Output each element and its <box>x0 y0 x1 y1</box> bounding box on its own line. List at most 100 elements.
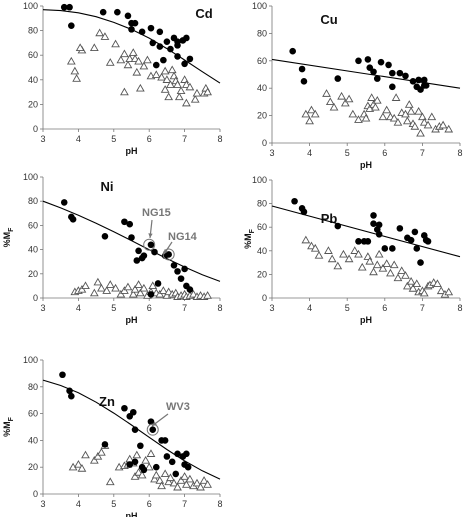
data-point-triangle <box>340 98 350 107</box>
data-point-triangle <box>102 286 112 294</box>
chart-panel-cu: 0 20 40 60 80 100 3 4 5 6 7 8 pH Cu <box>252 1 463 170</box>
data-point-triangle <box>423 120 433 129</box>
data-point-triangle <box>72 74 82 82</box>
data-point-triangle <box>120 286 129 294</box>
data-point-circle <box>355 238 362 245</box>
data-point-triangle <box>176 476 186 484</box>
data-point-triangle <box>66 56 76 65</box>
data-point-circle <box>375 221 383 229</box>
data-point-triangle <box>105 280 115 288</box>
y-tick-label: 60 <box>28 50 38 60</box>
data-point-triangle <box>329 102 339 111</box>
data-point-triangle <box>404 100 414 108</box>
data-point-circle <box>375 230 383 238</box>
trend-line <box>42 200 221 282</box>
data-point-triangle <box>192 88 202 97</box>
trend-line <box>271 58 461 89</box>
data-point-triangle <box>134 56 143 65</box>
data-point-triangle <box>141 455 151 464</box>
data-point-triangle <box>74 460 83 468</box>
y-tick-label: 0 <box>33 489 38 499</box>
data-point-circle <box>402 72 409 80</box>
y-tick-label: 80 <box>28 382 38 392</box>
data-point-triangle <box>406 106 416 115</box>
data-point-circle <box>128 234 135 241</box>
x-tick-label: 4 <box>76 303 81 313</box>
data-point-circle <box>420 76 428 84</box>
data-point-triangle <box>185 82 195 91</box>
data-point-circle <box>370 212 377 219</box>
data-point-circle <box>389 69 396 77</box>
data-point-triangle <box>307 105 316 114</box>
data-point-triangle <box>199 476 209 484</box>
data-point-circle <box>131 458 139 466</box>
data-point-triangle <box>314 251 324 259</box>
x-axis-label: pH <box>126 511 138 517</box>
x-tick-label: 5 <box>345 148 350 158</box>
data-point-triangle <box>401 271 410 279</box>
x-tick-label: 7 <box>182 134 187 144</box>
data-point-circle <box>147 291 155 298</box>
x-tick-label: 6 <box>147 134 152 144</box>
data-point-triangle <box>444 287 454 296</box>
data-point-triangle <box>166 473 175 482</box>
chart-title: Cu <box>320 12 337 27</box>
chart-panel-pb: 0 20 40 60 80 100 3 4 5 6 7 8 pH %MF Pb <box>243 175 462 325</box>
data-point-circle <box>298 65 306 73</box>
data-point-triangle <box>185 474 195 483</box>
x-tick-label: 3 <box>40 134 45 144</box>
x-axis-label: pH <box>360 315 372 325</box>
data-point-circle <box>165 251 172 258</box>
x-tick-label: 5 <box>111 499 116 509</box>
data-point-triangle <box>361 113 371 122</box>
y-tick-label: 20 <box>28 99 38 109</box>
x-axis-label: pH <box>126 146 138 156</box>
data-point-triangle <box>89 43 99 51</box>
data-point-triangle <box>123 282 133 291</box>
data-point-triangle <box>333 261 343 270</box>
data-point-circle <box>168 458 176 466</box>
data-point-circle <box>140 466 148 474</box>
data-point-circle <box>300 78 308 85</box>
data-point-triangle <box>160 469 170 478</box>
data-point-triangle <box>357 262 367 271</box>
data-point-triangle <box>374 249 384 258</box>
data-point-triangle <box>348 109 358 118</box>
data-point-triangle <box>372 260 382 269</box>
chart-panel-cd: 0 20 40 60 80 100 3 4 5 6 7 8 pH Cd <box>23 1 223 156</box>
data-point-circle <box>355 57 362 65</box>
data-point-triangle <box>365 256 375 265</box>
data-point-circle <box>373 75 381 82</box>
data-point-triangle <box>181 98 191 107</box>
data-point-triangle <box>339 249 348 258</box>
data-point-circle <box>66 3 73 11</box>
data-point-triangle <box>164 477 174 486</box>
data-point-triangle <box>310 109 320 118</box>
data-point-circle <box>167 45 174 53</box>
data-point-triangle <box>322 89 331 97</box>
data-point-circle <box>377 58 385 66</box>
annotation-label: WV3 <box>166 401 190 413</box>
data-point-triangle <box>116 289 126 298</box>
data-point-triangle <box>134 468 143 476</box>
data-point-circle <box>68 22 75 29</box>
y-tick-label: 40 <box>28 75 38 85</box>
data-point-triangle <box>81 281 90 290</box>
data-point-circle <box>101 441 109 448</box>
y-tick-label: 20 <box>28 462 38 472</box>
data-point-triangle <box>166 80 175 88</box>
data-point-triangle <box>436 286 446 295</box>
data-point-triangle <box>402 281 412 290</box>
data-point-circle <box>59 371 66 379</box>
data-point-circle <box>381 245 389 252</box>
y-tick-label: 40 <box>257 83 267 93</box>
data-point-circle <box>121 218 128 226</box>
y-tick-label: 80 <box>257 199 267 209</box>
data-point-circle <box>69 216 77 223</box>
y-tick-label: 20 <box>257 269 267 279</box>
data-point-circle <box>140 252 148 259</box>
data-point-triangle <box>389 113 399 122</box>
data-point-circle <box>163 453 171 460</box>
y-tick-label: 60 <box>257 222 267 232</box>
